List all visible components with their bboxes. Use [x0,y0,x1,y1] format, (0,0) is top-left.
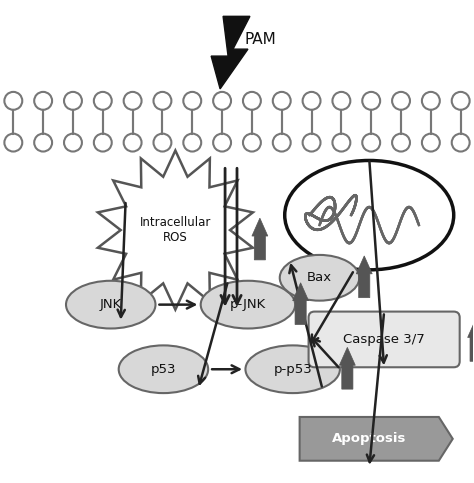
Polygon shape [468,320,474,361]
Ellipse shape [66,281,155,328]
FancyBboxPatch shape [309,312,460,367]
Text: p-p53: p-p53 [273,363,312,376]
Text: PAM: PAM [245,32,277,47]
Text: p53: p53 [151,363,176,376]
Polygon shape [98,151,253,310]
Text: p-JNK: p-JNK [230,298,266,311]
Ellipse shape [280,255,359,300]
Text: JNK: JNK [100,298,122,311]
Ellipse shape [285,160,454,270]
Ellipse shape [118,345,208,393]
Polygon shape [292,283,309,325]
Text: Intracellular
ROS: Intracellular ROS [140,216,211,244]
Polygon shape [339,347,356,389]
Text: Apoptosis: Apoptosis [332,432,406,445]
Ellipse shape [246,345,340,393]
Ellipse shape [201,281,295,328]
Text: Bax: Bax [307,271,332,284]
Polygon shape [211,16,250,89]
Polygon shape [356,256,372,298]
Text: Caspase 3/7: Caspase 3/7 [343,333,425,346]
Polygon shape [252,218,268,260]
Polygon shape [300,417,453,461]
